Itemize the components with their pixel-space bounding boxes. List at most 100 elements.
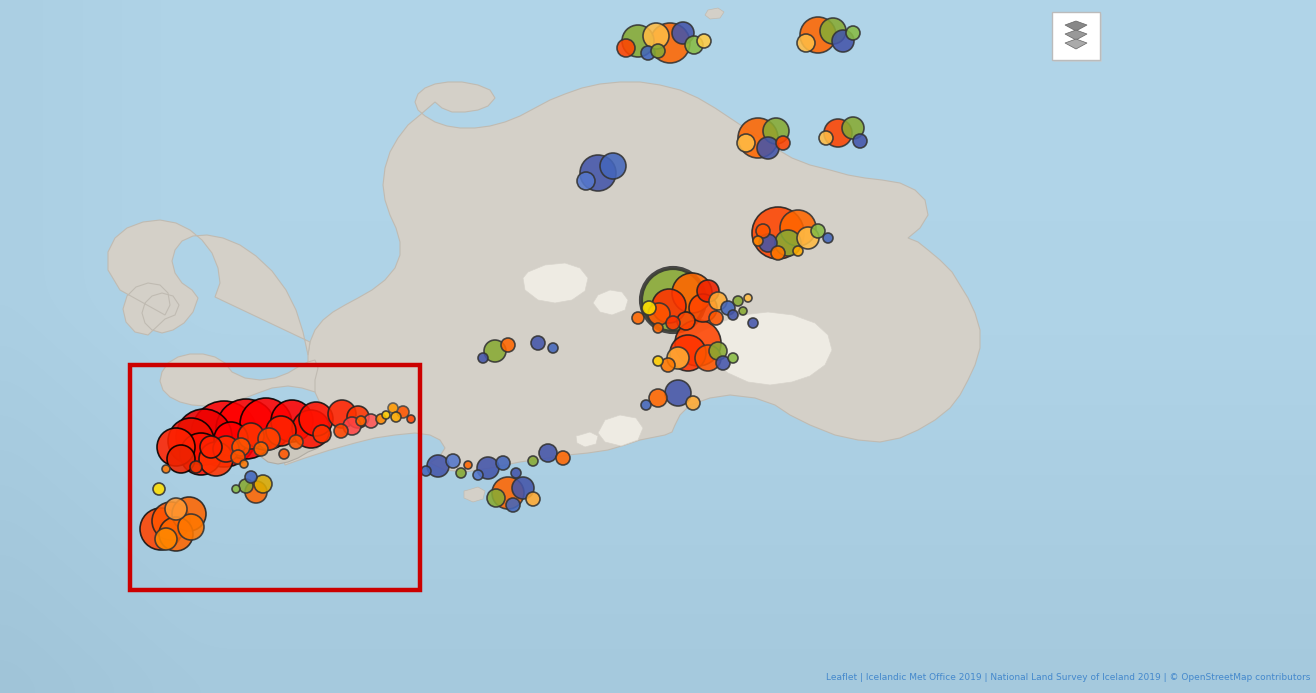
Circle shape — [391, 412, 401, 422]
Circle shape — [753, 236, 763, 246]
Circle shape — [426, 455, 449, 477]
Circle shape — [465, 461, 472, 469]
Polygon shape — [282, 82, 980, 472]
Circle shape — [721, 301, 736, 315]
Circle shape — [547, 343, 558, 353]
Circle shape — [240, 398, 292, 450]
Circle shape — [676, 312, 695, 330]
Circle shape — [159, 517, 193, 551]
Polygon shape — [576, 432, 597, 447]
Polygon shape — [597, 415, 644, 446]
Circle shape — [292, 410, 330, 448]
Polygon shape — [161, 354, 318, 406]
Circle shape — [733, 296, 744, 306]
Polygon shape — [594, 290, 628, 315]
Polygon shape — [705, 8, 724, 19]
Circle shape — [139, 508, 182, 550]
Circle shape — [780, 210, 816, 246]
Circle shape — [191, 401, 257, 467]
Circle shape — [180, 433, 222, 475]
Polygon shape — [522, 263, 588, 303]
Circle shape — [216, 399, 276, 459]
Polygon shape — [108, 220, 311, 355]
Circle shape — [232, 438, 250, 456]
Circle shape — [245, 471, 257, 483]
Circle shape — [313, 425, 332, 443]
Circle shape — [617, 39, 636, 57]
Circle shape — [771, 246, 786, 260]
Circle shape — [695, 345, 721, 371]
Circle shape — [642, 301, 655, 315]
Circle shape — [600, 153, 626, 179]
Circle shape — [254, 475, 272, 493]
Circle shape — [653, 323, 663, 333]
Circle shape — [653, 356, 663, 366]
Polygon shape — [1065, 21, 1087, 31]
Circle shape — [697, 34, 711, 48]
Circle shape — [397, 406, 409, 418]
Circle shape — [832, 30, 854, 52]
Circle shape — [686, 396, 700, 410]
Circle shape — [157, 428, 195, 466]
Circle shape — [528, 456, 538, 466]
Circle shape — [740, 307, 747, 315]
Circle shape — [666, 316, 680, 330]
Circle shape — [388, 403, 397, 413]
Circle shape — [457, 468, 466, 478]
Circle shape — [254, 442, 268, 456]
Circle shape — [496, 456, 511, 470]
Circle shape — [421, 466, 432, 476]
Circle shape — [690, 294, 717, 322]
Circle shape — [737, 134, 755, 152]
Circle shape — [665, 380, 691, 406]
Circle shape — [800, 17, 836, 53]
Circle shape — [776, 136, 790, 150]
Circle shape — [580, 155, 616, 191]
Circle shape — [501, 338, 515, 352]
Circle shape — [853, 134, 867, 148]
Circle shape — [215, 422, 247, 456]
Circle shape — [334, 424, 347, 438]
Circle shape — [667, 347, 690, 369]
Circle shape — [176, 409, 232, 465]
Polygon shape — [1065, 30, 1087, 40]
Circle shape — [484, 340, 505, 362]
Circle shape — [407, 415, 415, 423]
Circle shape — [245, 481, 267, 503]
Circle shape — [172, 497, 207, 531]
Circle shape — [343, 417, 361, 435]
Circle shape — [709, 342, 726, 360]
Circle shape — [641, 268, 705, 332]
Circle shape — [526, 492, 540, 506]
Circle shape — [728, 353, 738, 363]
Circle shape — [651, 289, 686, 323]
Circle shape — [651, 44, 665, 58]
Circle shape — [347, 406, 368, 428]
Circle shape — [759, 234, 776, 252]
Circle shape — [476, 457, 499, 479]
Circle shape — [232, 485, 240, 493]
Circle shape — [709, 311, 722, 325]
FancyBboxPatch shape — [1054, 14, 1101, 62]
Circle shape — [797, 34, 815, 52]
Circle shape — [824, 119, 851, 147]
Circle shape — [775, 230, 801, 256]
Circle shape — [328, 400, 357, 428]
Circle shape — [162, 465, 170, 473]
Circle shape — [200, 436, 222, 458]
Bar — [130, 365, 420, 590]
Circle shape — [365, 414, 378, 428]
Circle shape — [555, 451, 570, 465]
Circle shape — [240, 460, 247, 468]
Circle shape — [794, 246, 803, 256]
Circle shape — [757, 137, 779, 159]
Circle shape — [797, 227, 819, 249]
Circle shape — [472, 470, 483, 480]
Circle shape — [164, 498, 187, 520]
Circle shape — [511, 468, 521, 478]
FancyBboxPatch shape — [1051, 12, 1100, 60]
Circle shape — [763, 118, 790, 144]
Circle shape — [178, 514, 204, 540]
Circle shape — [492, 477, 524, 509]
Circle shape — [153, 502, 190, 540]
